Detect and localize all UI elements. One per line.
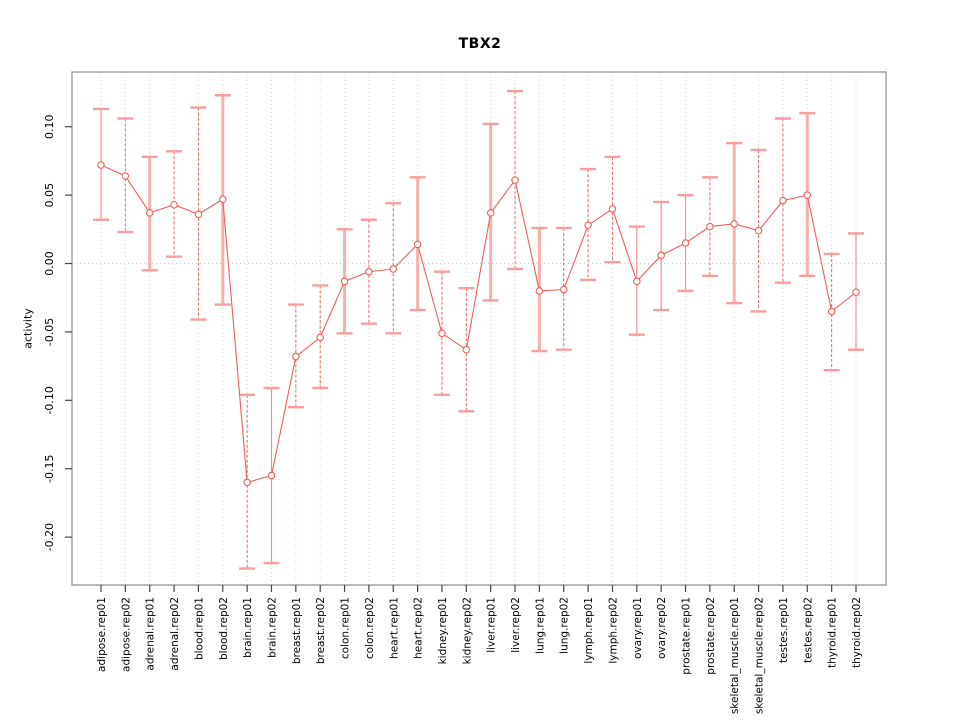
- x-tick-label: lymph.rep02: [607, 597, 619, 664]
- x-tick-label: blood.rep02: [218, 597, 230, 660]
- data-point: [779, 196, 787, 205]
- data-point: [292, 352, 300, 361]
- data-point: [413, 240, 422, 249]
- x-tick-label: kidney.rep02: [461, 597, 473, 664]
- data-point: [219, 195, 227, 203]
- data-point: [486, 209, 495, 217]
- y-tick-label: -0.15: [43, 454, 56, 482]
- data-point: [584, 221, 592, 229]
- data-point: [365, 267, 373, 276]
- y-tick-label: -0.05: [43, 318, 56, 346]
- y-tick-label: 0.00: [43, 251, 56, 276]
- x-tick-label: adipose.rep01: [96, 597, 108, 672]
- x-tick-label: prostate.rep01: [681, 597, 693, 675]
- x-tick-label: adipose.rep02: [120, 597, 132, 672]
- x-tick-label: thyroid.rep02: [851, 597, 863, 668]
- data-point: [267, 471, 276, 480]
- x-tick-label: adrenal.rep02: [169, 597, 181, 671]
- data-point: [827, 307, 836, 316]
- data-point: [681, 239, 690, 247]
- x-tick-label: testes.rep01: [778, 597, 790, 663]
- data-point: [243, 478, 251, 487]
- chart-title: TBX2: [458, 36, 502, 52]
- data-point: [340, 277, 349, 286]
- data-point: [535, 287, 544, 295]
- x-tick-label: ovary.rep02: [656, 597, 668, 659]
- data-point: [145, 209, 154, 217]
- y-tick-label: -0.20: [43, 523, 56, 551]
- data-point: [462, 345, 471, 354]
- x-tick-label: liver.rep02: [510, 597, 522, 653]
- x-tick-label: colon.rep01: [340, 597, 352, 659]
- x-tick-label: prostate.rep02: [705, 597, 717, 675]
- x-tick-label: heart.rep01: [388, 597, 400, 659]
- data-point: [730, 220, 738, 228]
- x-tick-label: lung.rep01: [534, 597, 546, 654]
- x-tick-label: adrenal.rep01: [145, 597, 157, 671]
- x-tick-label: ovary.rep01: [632, 597, 644, 659]
- x-tick-label: brain.rep01: [242, 597, 254, 658]
- x-tick-label: lung.rep02: [559, 597, 571, 654]
- data-point: [121, 172, 130, 180]
- data-point: [706, 222, 714, 231]
- data-point: [97, 161, 105, 169]
- x-tick-label: heart.rep02: [413, 597, 425, 659]
- x-tick-label: kidney.rep01: [437, 597, 449, 664]
- x-tick-label: lymph.rep01: [583, 597, 595, 664]
- x-tick-label: blood.rep01: [193, 597, 205, 660]
- x-tick-label: breast.rep02: [315, 597, 327, 664]
- x-tick-label: testes.rep02: [802, 597, 814, 663]
- x-tick-label: thyroid.rep01: [827, 597, 839, 668]
- data-point: [438, 329, 446, 338]
- data-point: [170, 200, 178, 209]
- x-tick-label: skeletal_muscle.rep02: [754, 597, 766, 714]
- plot-frame: [71, 71, 887, 586]
- series-line: [100, 164, 857, 484]
- data-point: [608, 205, 617, 213]
- data-point: [389, 265, 398, 273]
- data-point: [803, 191, 812, 199]
- data-point: [852, 288, 860, 296]
- data-point: [633, 277, 641, 286]
- data-point: [559, 285, 568, 294]
- data-point: [194, 210, 203, 219]
- data-point: [316, 333, 324, 342]
- data-point: [511, 176, 519, 184]
- x-tick-label: liver.rep01: [486, 597, 498, 653]
- data-point: [754, 226, 763, 235]
- y-tick-label: 0.05: [43, 183, 56, 208]
- data-point: [657, 251, 665, 260]
- x-tick-label: skeletal_muscle.rep01: [729, 597, 741, 714]
- x-tick-label: brain.rep02: [266, 597, 278, 658]
- y-tick-label: -0.10: [43, 386, 56, 414]
- x-tick-label: colon.rep02: [364, 597, 376, 659]
- y-tick-label: 0.10: [43, 114, 56, 139]
- x-tick-label: breast.rep01: [291, 597, 303, 664]
